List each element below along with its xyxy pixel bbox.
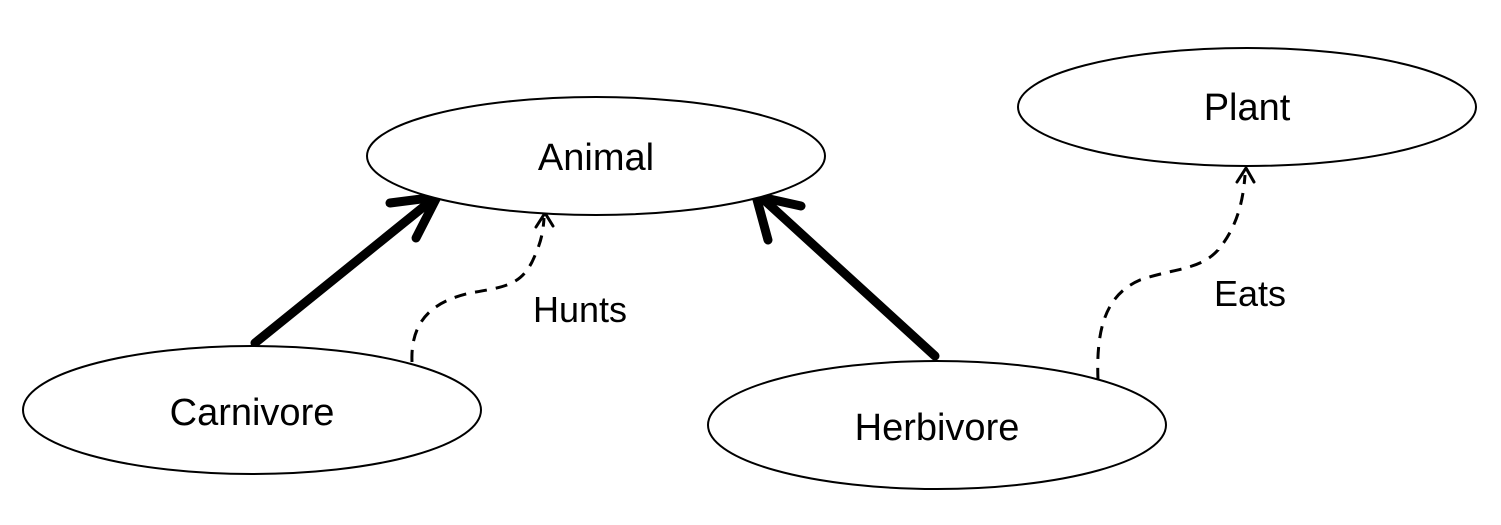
node-carnivore: Carnivore bbox=[22, 345, 482, 475]
node-animal: Animal bbox=[366, 96, 826, 216]
edge-eats-line bbox=[1096, 174, 1247, 381]
node-carnivore-label: Carnivore bbox=[170, 392, 335, 434]
edge-herbivore-animal-line bbox=[757, 193, 940, 361]
edge-carnivore-animal-line bbox=[250, 195, 437, 348]
edge-eats-arrowhead bbox=[1235, 166, 1256, 184]
edge-hunts bbox=[410, 211, 555, 363]
edge-hunts-line bbox=[410, 217, 546, 363]
edge-eats bbox=[1096, 166, 1256, 381]
node-plant-ellipse bbox=[1017, 47, 1477, 167]
edge-hunts-label: Hunts bbox=[533, 289, 627, 330]
node-plant-label: Plant bbox=[1204, 87, 1291, 129]
node-herbivore: Herbivore bbox=[707, 360, 1167, 490]
node-animal-ellipse bbox=[366, 96, 826, 216]
node-animal-label: Animal bbox=[538, 137, 654, 179]
edge-eats-label: Eats bbox=[1214, 273, 1286, 314]
node-carnivore-ellipse bbox=[22, 345, 482, 475]
node-herbivore-label: Herbivore bbox=[855, 407, 1020, 449]
node-herbivore-ellipse bbox=[707, 360, 1167, 490]
edge-carnivore-to-animal bbox=[250, 192, 442, 348]
edge-herbivore-to-animal bbox=[751, 191, 940, 361]
node-plant: Plant bbox=[1017, 47, 1477, 167]
